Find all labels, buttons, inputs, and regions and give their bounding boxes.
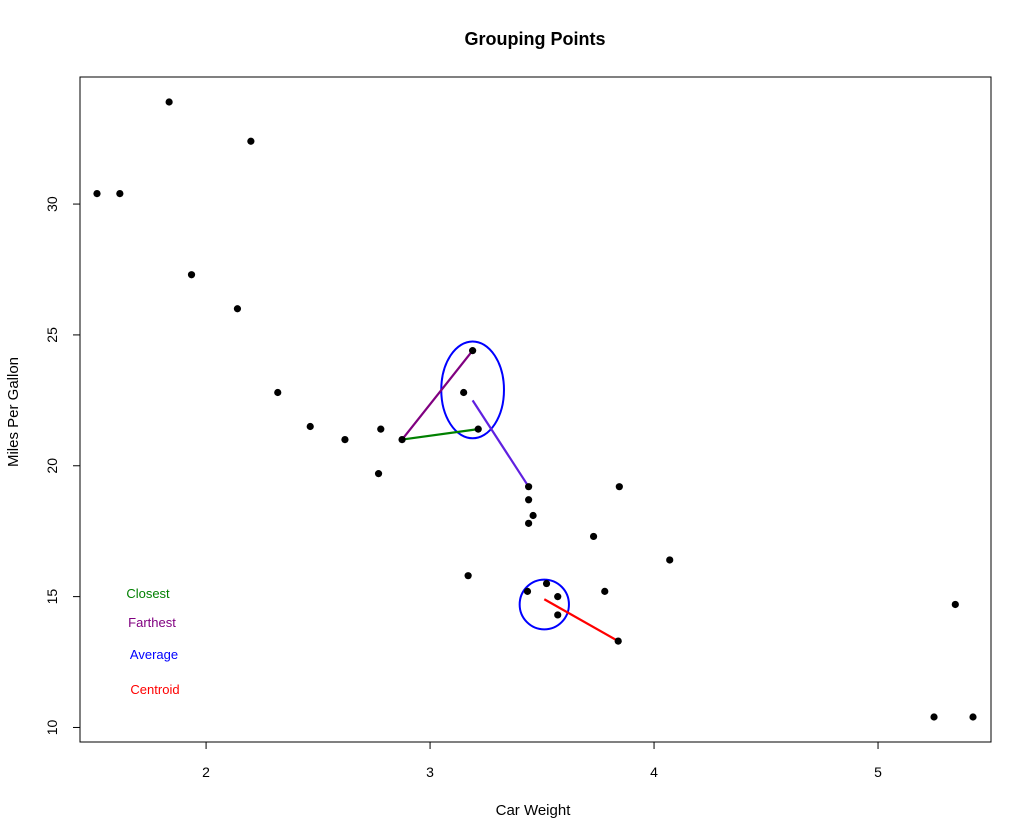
data-point [614, 637, 622, 645]
data-point [525, 519, 533, 527]
data-point [666, 556, 674, 564]
x-tick-label: 4 [650, 764, 658, 780]
x-tick-label: 5 [874, 764, 882, 780]
y-tick-label: 30 [44, 196, 60, 212]
data-point [274, 388, 282, 397]
y-axis: 10 15 20 25 30 [44, 196, 81, 735]
y-axis-label: Miles Per Gallon [5, 357, 22, 467]
data-point [474, 425, 482, 433]
data-point [233, 305, 242, 313]
data-point [542, 579, 551, 588]
data-point [93, 189, 101, 198]
data-point [615, 483, 623, 491]
data-point [306, 422, 314, 431]
y-tick-label: 10 [44, 719, 60, 735]
legend-entry-closest: Closest [126, 586, 170, 601]
connector-segments [401, 349, 619, 643]
data-point [165, 98, 173, 106]
data-point [247, 137, 255, 145]
legend-entry-average: Average [130, 647, 178, 662]
legend: Closest Farthest Average Centroid [126, 586, 179, 697]
data-point [969, 713, 977, 721]
y-tick-label: 20 [44, 458, 60, 474]
y-tick-label: 25 [44, 327, 60, 343]
chart-title: Grouping Points [465, 29, 606, 49]
data-point [554, 593, 562, 601]
data-point [930, 713, 938, 721]
data-points [93, 98, 977, 721]
segment-centroid [543, 598, 619, 643]
data-point [601, 587, 609, 595]
data-point [116, 189, 124, 198]
data-point [464, 572, 472, 580]
x-tick-label: 2 [202, 764, 210, 780]
legend-entry-farthest: Farthest [128, 615, 176, 630]
data-point [374, 470, 383, 478]
segment-closest [401, 428, 479, 441]
data-point [341, 435, 349, 444]
data-point [554, 611, 562, 619]
data-point [589, 532, 598, 541]
y-tick-label: 15 [44, 589, 60, 605]
x-axis-label: Car Weight [496, 802, 572, 819]
data-point [460, 388, 468, 397]
data-point [398, 435, 406, 444]
segment-farthest [401, 349, 474, 441]
data-point [187, 271, 196, 279]
data-point [951, 600, 959, 609]
ellipse-group-b [518, 578, 570, 631]
data-point [523, 587, 532, 595]
data-point [525, 496, 533, 504]
x-axis: 2 3 4 5 [202, 741, 882, 780]
data-point [525, 483, 533, 491]
data-point [377, 425, 385, 433]
data-point [529, 511, 537, 520]
segment-average [471, 399, 530, 488]
data-point [469, 347, 477, 355]
legend-entry-centroid: Centroid [130, 682, 179, 697]
x-tick-label: 3 [426, 764, 434, 780]
